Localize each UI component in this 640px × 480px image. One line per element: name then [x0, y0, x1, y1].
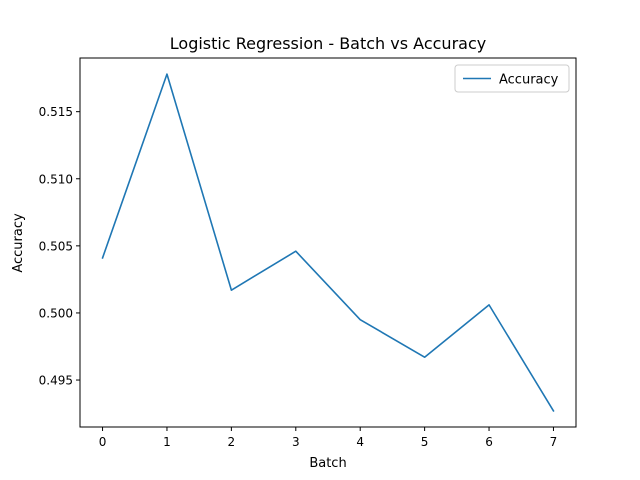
chart-title: Logistic Regression - Batch vs Accuracy [170, 34, 486, 53]
x-axis-label: Batch [309, 456, 346, 471]
x-tick-label: 7 [550, 435, 558, 449]
y-axis-label: Accuracy [11, 213, 26, 273]
axes-frame [79, 57, 577, 428]
y-tick-label: 0.505 [39, 239, 73, 253]
series-line-0 [101, 73, 555, 412]
x-tick-label: 1 [163, 435, 171, 449]
x-tick-label: 5 [421, 435, 429, 449]
legend-label: Accuracy [499, 73, 559, 88]
y-tick-label: 0.500 [39, 306, 73, 320]
x-tick-label: 2 [228, 435, 236, 449]
x-tick-label: 3 [292, 435, 300, 449]
y-tick-label: 0.510 [39, 172, 73, 186]
legend-box [454, 64, 570, 93]
x-tick-label: 4 [356, 435, 364, 449]
y-tick-label: 0.515 [39, 105, 73, 119]
x-tick-label: 6 [485, 435, 493, 449]
plot-area: 0 1 2 3 4 5 6 7 0.495 0.500 0.505 0.510 0.515 Accurac… [39, 57, 577, 449]
x-tick-label: 0 [99, 435, 107, 449]
y-tick-label: 0.495 [39, 374, 73, 388]
